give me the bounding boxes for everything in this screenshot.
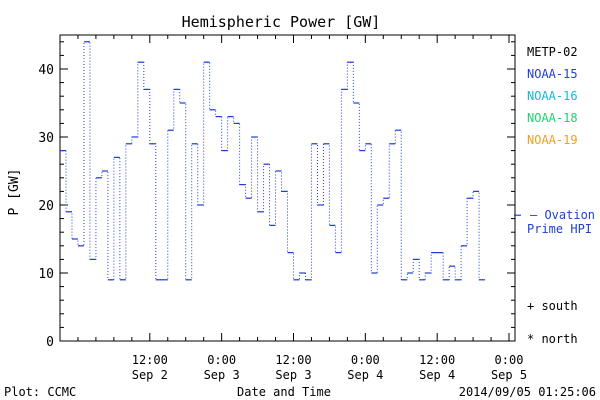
x-tick-label-time: 0:00 (495, 353, 524, 367)
x-tick-label-date: Sep 4 (347, 368, 383, 382)
y-tick-label: 20 (38, 199, 54, 214)
x-tick-label-date: Sep 3 (204, 368, 240, 382)
x-axis-label: Date and Time (237, 385, 331, 399)
x-tick-label-date: Sep 2 (132, 368, 168, 382)
legend-south-marker: + south (527, 299, 578, 313)
x-tick-label-time: 12:00 (419, 353, 455, 367)
x-tick-label-time: 0:00 (207, 353, 236, 367)
legend-item-noaa-18: NOAA-18 (527, 111, 578, 125)
y-axis: 0 10 20 30 40 (38, 41, 515, 350)
y-tick-label: 0 (46, 335, 54, 350)
x-tick-label-date: Sep 5 (491, 368, 527, 382)
footer-source: Plot: CCMC (4, 385, 76, 399)
y-tick-label: 30 (38, 131, 54, 146)
plot-frame (59, 34, 516, 342)
legend: METP-02 NOAA-15 NOAA-16 NOAA-18 NOAA-19 … (527, 45, 595, 346)
legend-item-noaa-19: NOAA-19 (527, 133, 578, 147)
x-tick-label-time: 0:00 (351, 353, 380, 367)
legend-item-noaa-15: NOAA-15 (527, 67, 578, 81)
plot-area (59, 34, 516, 342)
legend-ovation-label: — Ovation (530, 208, 595, 222)
y-tick-label: 10 (38, 267, 54, 282)
series-layer (60, 41, 521, 281)
x-tick-label-time: 12:00 (275, 353, 311, 367)
legend-item-metp-02: METP-02 (527, 45, 578, 59)
x-tick-label-date: Sep 3 (275, 368, 311, 382)
legend-north-marker: * north (527, 332, 578, 346)
x-tick-label-time: 12:00 (132, 353, 168, 367)
chart-title: Hemispheric Power [GW] (182, 13, 381, 31)
x-tick-label-date: Sep 4 (419, 368, 455, 382)
legend-item-noaa-16: NOAA-16 (527, 89, 578, 103)
y-tick-label: 40 (38, 63, 54, 78)
y-axis-label: P [GW] (7, 169, 22, 216)
series-line-noaa-15-dotted (60, 41, 486, 281)
legend-ovation-label-2: Prime HPI (527, 222, 592, 236)
footer-timestamp: 2014/09/05 01:25:06 (459, 385, 596, 399)
